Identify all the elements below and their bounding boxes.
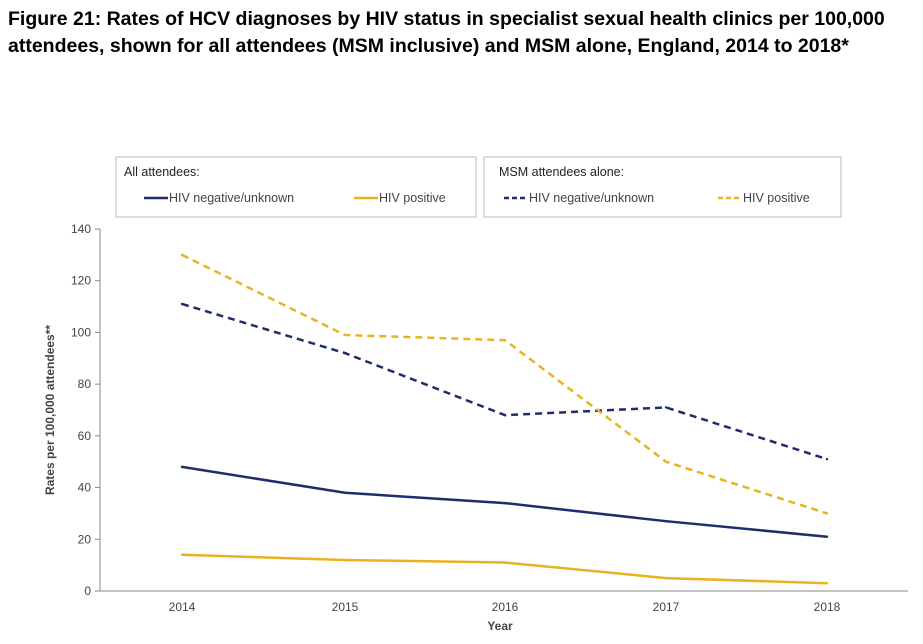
data-point [343, 558, 347, 562]
legend-box [115, 156, 477, 218]
data-point [503, 561, 507, 564]
legend-entry: HIV negative/unknown [529, 191, 654, 205]
data-point [343, 491, 347, 494]
data-point [180, 253, 184, 257]
data-point [180, 302, 184, 306]
x-tick-label: 2015 [332, 600, 359, 614]
series-line-3 [181, 253, 828, 515]
data-point [503, 338, 507, 342]
x-tick-label: 2014 [169, 600, 196, 614]
data-point [825, 512, 829, 515]
y-tick-label: 60 [78, 429, 92, 443]
legend-entry: HIV positive [379, 191, 446, 205]
legend-entry: HIV positive [743, 191, 810, 205]
y-tick-label: 100 [71, 325, 91, 339]
x-tick-label: 2017 [653, 600, 680, 614]
x-tick-label: 2018 [814, 600, 841, 614]
data-point [825, 582, 829, 585]
legend-title: MSM attendees alone: [499, 165, 624, 179]
legend-box [483, 156, 842, 218]
y-tick-label: 0 [84, 584, 91, 598]
data-point [180, 465, 184, 469]
y-axis-label: Rates per 100,000 attendees** [43, 325, 57, 495]
x-tick-label: 2016 [492, 600, 519, 614]
series-line-0 [181, 465, 828, 538]
data-point [343, 333, 347, 337]
y-tick-label: 120 [71, 274, 91, 288]
legend-entry: HIV negative/unknown [169, 191, 294, 205]
x-axis-label: Year [487, 619, 513, 633]
data-point [664, 406, 668, 409]
y-tick-label: 80 [78, 377, 92, 391]
data-point [180, 553, 184, 556]
series-line-1 [181, 553, 828, 585]
data-point [343, 351, 347, 355]
data-point [825, 457, 829, 461]
legend-title: All attendees: [124, 165, 200, 179]
data-point [825, 535, 829, 538]
data-point [664, 460, 668, 463]
figure-title: Figure 21: Rates of HCV diagnoses by HIV… [8, 8, 885, 57]
y-tick-label: 140 [71, 222, 91, 236]
data-point [503, 413, 507, 417]
data-point [503, 501, 507, 505]
data-point [664, 576, 668, 580]
y-tick-label: 20 [78, 532, 92, 546]
data-point [664, 519, 668, 523]
y-tick-label: 40 [78, 481, 92, 495]
series-line-2 [181, 302, 828, 461]
